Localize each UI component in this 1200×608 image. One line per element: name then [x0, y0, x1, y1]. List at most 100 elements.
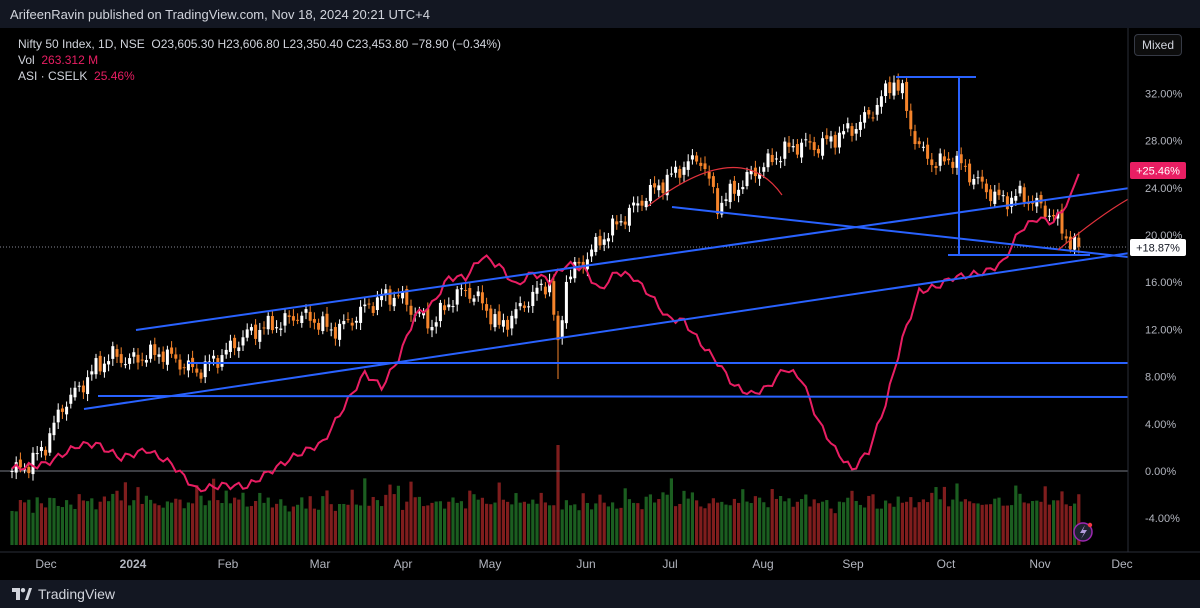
channel-lower-line[interactable] — [83, 252, 1130, 410]
volume-bar — [686, 498, 690, 545]
x-tick-label: Feb — [218, 557, 239, 571]
channel-upper-line[interactable] — [135, 187, 1130, 331]
candle-body — [934, 165, 938, 169]
volume-bar — [989, 504, 993, 545]
volume-bar — [879, 508, 883, 545]
candle-body — [1031, 202, 1035, 204]
volume-bar — [14, 511, 18, 545]
volume-bar — [476, 499, 480, 545]
volume-bar — [245, 506, 249, 545]
candle-body — [249, 327, 253, 331]
volume-bar — [636, 503, 640, 545]
volume-bar — [527, 503, 531, 545]
volume-bar — [779, 495, 783, 545]
volume-bar — [48, 497, 52, 545]
support-line-lower[interactable] — [97, 395, 1130, 398]
candle-body — [1068, 236, 1072, 250]
volume-bar — [443, 508, 447, 545]
volume-bar — [963, 499, 967, 545]
candle-body — [737, 189, 741, 196]
volume-bar — [23, 502, 27, 545]
falling-trendline[interactable] — [671, 206, 1128, 258]
candle-body — [514, 309, 518, 319]
candle-body — [329, 329, 333, 331]
time-axis[interactable]: Dec 2024 Feb Mar Apr May Jun Jul Aug Sep Oct Nov Dec — [0, 551, 1200, 571]
volume-bar — [678, 503, 682, 545]
candle-body — [228, 340, 232, 352]
candle-body — [98, 355, 102, 372]
candle-body — [262, 327, 266, 329]
volume-bar — [321, 496, 325, 545]
candle-body — [909, 110, 913, 130]
volume-bar — [837, 501, 841, 545]
volume-bar — [640, 509, 644, 545]
candle-body — [81, 385, 85, 393]
volume-bar — [514, 493, 518, 545]
candle-body — [258, 330, 262, 342]
asi-badge-text: +25.46% — [1136, 166, 1180, 178]
mixed-button[interactable]: Mixed — [1134, 34, 1182, 56]
alert-icon[interactable] — [1073, 522, 1093, 542]
legend-asi-value: 25.46% — [94, 69, 135, 83]
candle-body — [1064, 236, 1068, 239]
volume-bar — [581, 493, 585, 545]
volume-bar — [396, 485, 400, 545]
chart-canvas[interactable]: 32.00%28.00%24.00%20.00%16.00%12.00%8.00… — [0, 28, 1200, 580]
candle-body — [102, 363, 106, 373]
candle-body — [321, 316, 325, 332]
volume-bar — [510, 504, 514, 545]
volume-bar — [951, 499, 955, 545]
candle-body — [619, 221, 623, 223]
x-tick-label: Nov — [1029, 557, 1050, 571]
volume-bar — [249, 506, 253, 545]
candle-body — [1039, 195, 1043, 204]
candle-body — [833, 134, 837, 148]
volume-bar — [451, 497, 455, 545]
volume-bar — [602, 502, 606, 545]
candle-body — [892, 82, 896, 96]
candle-body — [636, 203, 640, 206]
candle-body — [241, 337, 245, 346]
candle-body — [86, 377, 90, 395]
candle-body — [123, 364, 127, 366]
volume-bar — [69, 504, 73, 545]
volume-bar — [800, 499, 804, 545]
candle-body — [287, 315, 291, 317]
volume-bar — [468, 490, 472, 545]
volume-bar — [875, 508, 879, 545]
candle-body — [493, 314, 497, 328]
legend-symbol: Nifty 50 Index, 1D, NSE — [18, 37, 145, 51]
volume-bar — [270, 507, 274, 545]
candle-body — [254, 324, 258, 339]
volume-bar — [900, 502, 904, 545]
candle-body — [938, 153, 942, 166]
volume-bar — [174, 498, 178, 545]
volume-bar — [573, 504, 577, 545]
arc-curve-top[interactable] — [647, 167, 783, 207]
candle-body — [1077, 237, 1081, 247]
volume-bar — [1035, 500, 1039, 545]
arc-curve-right[interactable] — [1057, 198, 1130, 251]
candle-body — [762, 167, 766, 172]
volume-bar — [94, 509, 98, 545]
candle-body — [863, 112, 867, 123]
volume-bar — [506, 501, 510, 545]
candle-body — [875, 104, 879, 115]
volume-bar — [203, 505, 207, 545]
volume-bar — [90, 498, 94, 545]
volume-bar — [350, 489, 354, 545]
candle-body — [346, 319, 350, 321]
drawings[interactable] — [83, 76, 1130, 410]
volume-bar — [199, 495, 203, 545]
candle-body — [900, 83, 904, 94]
candle-body — [674, 166, 678, 173]
x-tick-label: Apr — [394, 557, 413, 571]
price-axis[interactable]: 32.00%28.00%24.00%20.00%16.00%12.00%8.00… — [1127, 28, 1200, 552]
volume-bar — [657, 499, 661, 545]
candle-body — [858, 121, 862, 130]
chart-area[interactable]: 32.00% 28.00% 24.00% 20.00% 16.00% 12.00% 8.00… — [0, 28, 1200, 580]
x-tick-label: Aug — [752, 557, 773, 571]
volume-bar — [371, 496, 375, 545]
volume-bar — [787, 498, 791, 545]
candle-body — [800, 142, 804, 158]
